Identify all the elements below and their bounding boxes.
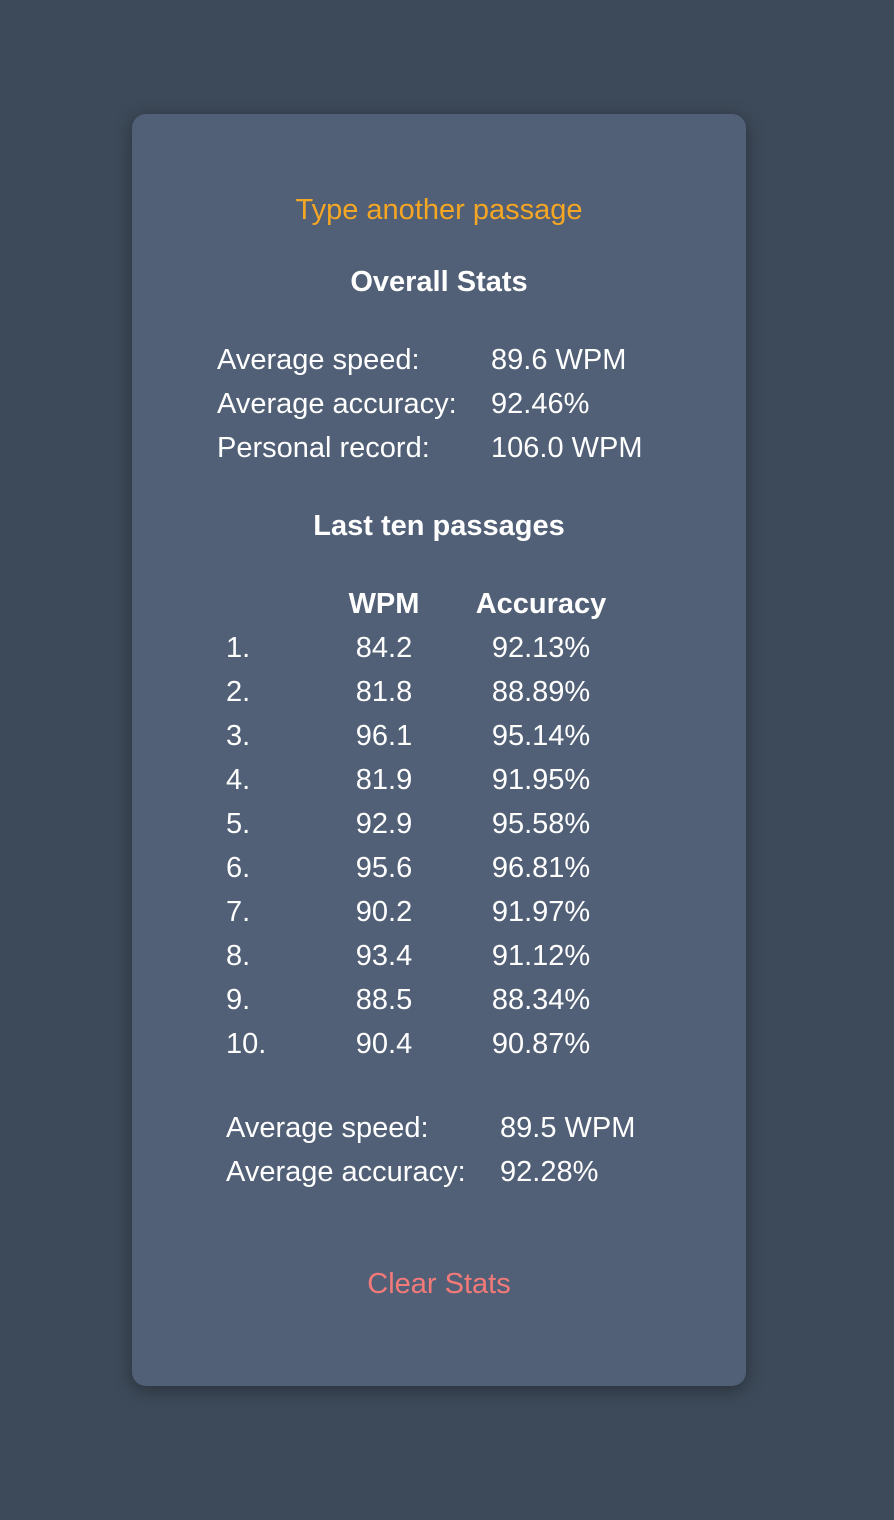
row-accuracy: 95.58% xyxy=(491,808,591,840)
last-ten-averages: Average speed: 89.5 WPM Average accuracy… xyxy=(226,1106,635,1194)
table-row: 4. 81.9 91.95% xyxy=(226,758,630,802)
row-wpm: 81.8 xyxy=(355,676,413,708)
row-accuracy: 88.34% xyxy=(491,984,591,1016)
row-wpm: 90.4 xyxy=(355,1028,413,1060)
clear-stats-button[interactable]: Clear Stats xyxy=(132,1268,746,1301)
row-index: 4. xyxy=(226,764,251,796)
row-accuracy: 90.87% xyxy=(491,1028,591,1060)
overall-stats-heading: Overall Stats xyxy=(350,266,528,298)
last-ten-table: WPM Accuracy 1. 84.2 92.13% 2. 81.8 88.8… xyxy=(226,582,630,1066)
column-header-wpm: WPM xyxy=(348,588,420,620)
table-header: WPM Accuracy xyxy=(226,582,630,626)
last-ten-heading: Last ten passages xyxy=(313,510,565,542)
stat-value: 89.6 WPM xyxy=(491,344,627,376)
row-index: 6. xyxy=(226,852,251,884)
stat-label: Average accuracy: xyxy=(226,1156,466,1188)
row-index: 5. xyxy=(226,808,251,840)
table-row: 6. 95.6 96.81% xyxy=(226,846,630,890)
overall-personal-record-row: Personal record: 106.0 WPM xyxy=(217,426,643,470)
row-accuracy: 91.97% xyxy=(491,896,591,928)
table-row: 1. 84.2 92.13% xyxy=(226,626,630,670)
table-row: 9. 88.5 88.34% xyxy=(226,978,630,1022)
table-row: 3. 96.1 95.14% xyxy=(226,714,630,758)
row-index: 1. xyxy=(226,632,251,664)
row-accuracy: 88.89% xyxy=(491,676,591,708)
row-accuracy: 91.12% xyxy=(491,940,591,972)
stat-value: 89.5 WPM xyxy=(500,1112,636,1144)
stat-value: 92.28% xyxy=(500,1156,599,1188)
row-accuracy: 96.81% xyxy=(491,852,591,884)
stat-label: Average accuracy: xyxy=(217,388,457,420)
row-wpm: 95.6 xyxy=(355,852,413,884)
row-wpm: 96.1 xyxy=(355,720,413,752)
row-wpm: 92.9 xyxy=(355,808,413,840)
overall-average-speed-row: Average speed: 89.6 WPM xyxy=(217,338,643,382)
overall-stats: Average speed: 89.6 WPM Average accuracy… xyxy=(217,338,643,470)
table-row: 10. 90.4 90.87% xyxy=(226,1022,630,1066)
row-accuracy: 92.13% xyxy=(491,632,591,664)
row-index: 10. xyxy=(226,1028,267,1060)
row-index: 3. xyxy=(226,720,251,752)
row-wpm: 84.2 xyxy=(355,632,413,664)
row-wpm: 90.2 xyxy=(355,896,413,928)
row-index: 9. xyxy=(226,984,251,1016)
row-index: 7. xyxy=(226,896,251,928)
table-row: 5. 92.9 95.58% xyxy=(226,802,630,846)
column-header-index xyxy=(226,582,316,626)
row-index: 2. xyxy=(226,676,251,708)
table-row: 7. 90.2 91.97% xyxy=(226,890,630,934)
stat-label: Average speed: xyxy=(217,344,420,376)
row-accuracy: 91.95% xyxy=(491,764,591,796)
stat-value: 106.0 WPM xyxy=(491,432,643,464)
last-ten-average-accuracy-row: Average accuracy: 92.28% xyxy=(226,1150,635,1194)
stats-card: Type another passage Overall Stats Avera… xyxy=(132,114,746,1386)
stat-value: 92.46% xyxy=(491,388,590,420)
row-wpm: 88.5 xyxy=(355,984,413,1016)
table-row: 2. 81.8 88.89% xyxy=(226,670,630,714)
last-ten-average-speed-row: Average speed: 89.5 WPM xyxy=(226,1106,635,1150)
stat-label: Personal record: xyxy=(217,432,430,464)
table-row: 8. 93.4 91.12% xyxy=(226,934,630,978)
row-accuracy: 95.14% xyxy=(491,720,591,752)
row-wpm: 81.9 xyxy=(355,764,413,796)
stat-label: Average speed: xyxy=(226,1112,429,1144)
overall-average-accuracy-row: Average accuracy: 92.46% xyxy=(217,382,643,426)
row-index: 8. xyxy=(226,940,251,972)
column-header-accuracy: Accuracy xyxy=(475,588,607,620)
row-wpm: 93.4 xyxy=(355,940,413,972)
type-another-passage-link[interactable]: Type another passage xyxy=(132,194,746,227)
